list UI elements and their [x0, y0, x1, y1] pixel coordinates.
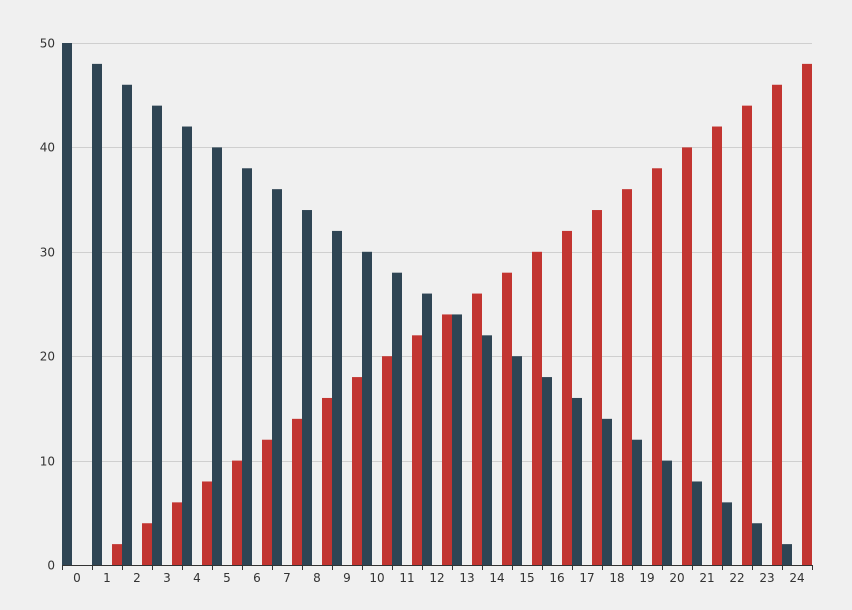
x-tick-label: 8 [313, 571, 321, 585]
gridlines [62, 43, 812, 462]
x-tick-label: 17 [579, 571, 594, 585]
bar-series-1-6 [242, 168, 252, 565]
y-tick-label: 30 [40, 246, 55, 260]
bar-series-1-23 [752, 523, 762, 565]
bar-series-1-14 [482, 335, 492, 565]
x-tick-label: 14 [489, 571, 504, 585]
x-tick-label: 24 [789, 571, 804, 585]
bar-series-2-1 [112, 544, 122, 565]
bar-series-2-2 [142, 523, 152, 565]
bar-series-2-19 [652, 168, 662, 565]
x-tick-label: 16 [549, 571, 564, 585]
bar-series-1-8 [302, 210, 312, 566]
y-tick-label: 50 [40, 37, 55, 51]
bars [62, 43, 812, 566]
bar-series-1-7 [272, 189, 282, 565]
bar-series-2-12 [442, 314, 452, 565]
bar-series-1-11 [392, 272, 402, 565]
y-tick-label: 0 [47, 559, 55, 573]
bar-series-1-5 [212, 147, 222, 565]
x-tick-label: 2 [133, 571, 141, 585]
bar-series-2-14 [502, 272, 512, 565]
x-tick-label: 0 [73, 571, 81, 585]
bar-series-1-12 [422, 293, 432, 565]
bar-series-1-19 [632, 439, 642, 565]
bar-series-2-17 [592, 210, 602, 566]
bar-series-1-20 [662, 460, 672, 565]
bar-series-2-10 [382, 356, 392, 565]
bar-series-1-2 [122, 84, 132, 565]
bar-series-2-22 [742, 105, 752, 565]
bar-series-2-20 [682, 147, 692, 565]
x-tick-label: 10 [369, 571, 384, 585]
bar-series-1-21 [692, 481, 702, 565]
x-tick-label: 4 [193, 571, 201, 585]
y-tick-label: 20 [40, 350, 55, 364]
bar-series-2-7 [292, 418, 302, 565]
x-tick-label: 9 [343, 571, 351, 585]
bar-series-1-4 [182, 126, 192, 566]
bar-series-1-0 [62, 43, 72, 565]
x-tick-label: 19 [639, 571, 654, 585]
bar-series-1-16 [542, 377, 552, 565]
bar-series-1-9 [332, 230, 342, 566]
bar-series-1-18 [602, 418, 612, 565]
x-tick-label: 7 [283, 571, 291, 585]
bar-series-1-13 [452, 314, 462, 565]
bar-series-2-21 [712, 126, 722, 566]
bar-series-1-24 [782, 544, 792, 565]
bar-series-2-5 [232, 460, 242, 565]
x-tick-label: 15 [519, 571, 534, 585]
x-tick-label: 5 [223, 571, 231, 585]
bar-series-1-17 [572, 397, 582, 565]
y-tick-label: 40 [40, 141, 55, 155]
bar-series-2-16 [562, 230, 572, 566]
x-tick-label: 22 [729, 571, 744, 585]
x-tick-label: 20 [669, 571, 684, 585]
x-tick-label: 12 [429, 571, 444, 585]
x-tick-label: 23 [759, 571, 774, 585]
x-tick-label: 13 [459, 571, 474, 585]
bar-series-1-1 [92, 63, 102, 565]
bar-series-2-8 [322, 397, 332, 565]
x-tick-label: 6 [253, 571, 261, 585]
bar-series-2-4 [202, 481, 212, 565]
x-tick-label: 11 [399, 571, 414, 585]
bar-series-1-3 [152, 105, 162, 565]
bar-series-2-18 [622, 189, 632, 565]
bar-series-2-24 [802, 63, 812, 565]
bar-series-1-10 [362, 251, 372, 566]
bar-series-2-9 [352, 377, 362, 565]
x-tick-label: 21 [699, 571, 714, 585]
bar-series-1-15 [512, 356, 522, 565]
bar-series-2-11 [412, 335, 422, 565]
bar-series-2-3 [172, 502, 182, 565]
x-tick-label: 3 [163, 571, 171, 585]
x-tick-label: 1 [103, 571, 111, 585]
bar-series-1-22 [722, 502, 732, 565]
bar-series-2-13 [472, 293, 482, 565]
x-tick-label: 18 [609, 571, 624, 585]
bar-series-2-15 [532, 251, 542, 566]
y-tick-label: 10 [40, 455, 55, 469]
bar-series-2-6 [262, 439, 272, 565]
bar-series-2-23 [772, 84, 782, 565]
